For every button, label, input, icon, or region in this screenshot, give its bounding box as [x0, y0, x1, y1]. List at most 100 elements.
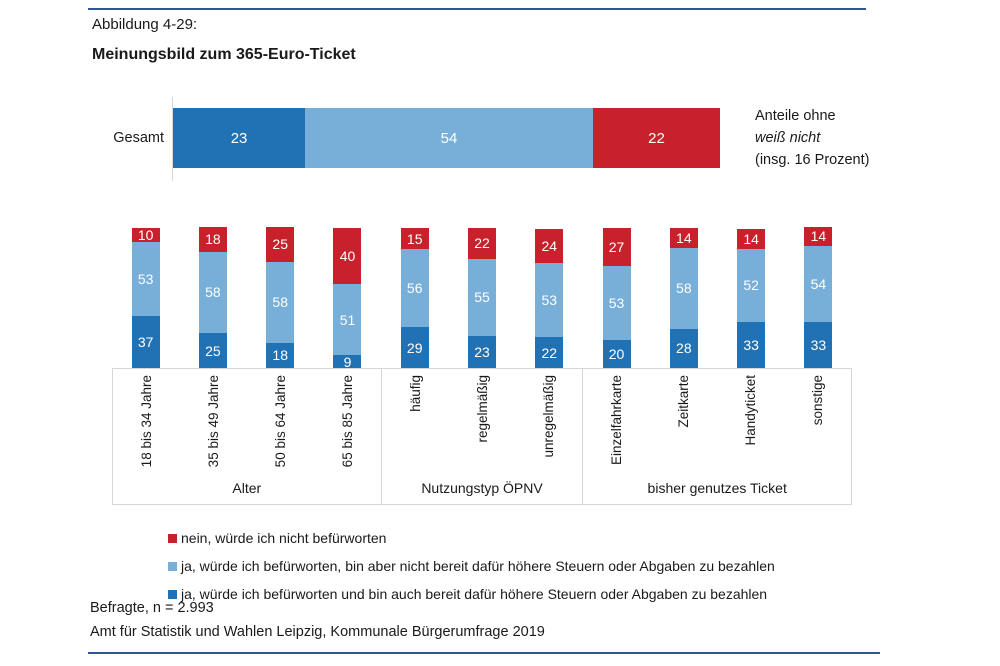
category-label-cell: 35 bis 49 Jahre — [180, 375, 247, 467]
stacked-bar: 15 56 29 — [400, 228, 429, 368]
bar-cell: 10 53 37 — [112, 223, 179, 368]
gesamt-annotation: Anteile ohne weiß nicht (insg. 16 Prozent) — [755, 105, 869, 171]
bar-segment-approve_not_pay: 51 — [333, 284, 362, 356]
bar-segment-reject: 40 — [333, 228, 362, 285]
bar-group-3: 27 53 20 14 58 28 14 52 33 14 54 33 — [583, 223, 852, 368]
bar-segment-reject: 14 — [669, 228, 698, 248]
chart-title: Meinungsbild zum 365-Euro-Ticket — [92, 46, 356, 63]
bar-segment-approve_and_pay: 18 — [266, 342, 295, 368]
gesamt-segment-reject: 22 — [592, 108, 721, 168]
bar-segment-approve_not_pay: 56 — [400, 249, 429, 328]
label-group-1: 18 bis 34 Jahre 35 bis 49 Jahre 50 bis 64 … — [113, 369, 381, 504]
bar-segment-reject: 27 — [602, 228, 631, 266]
bar-segment-approve_and_pay: 33 — [737, 321, 766, 368]
category-label-row: Einzelfahrkarte Zeitkarte Handyticket sonst… — [583, 369, 851, 478]
bar-cell: 14 54 33 — [785, 223, 852, 368]
category-label: Handyticket — [743, 375, 759, 446]
stacked-bar: 22 55 23 — [467, 228, 496, 368]
category-label: Einzelfahrkarte — [609, 375, 625, 466]
category-label-cell: Einzelfahrkarte — [583, 375, 650, 465]
gesamt-annotation-line: (insg. 16 Prozent) — [755, 152, 870, 168]
bar-segment-approve_not_pay: 53 — [602, 265, 631, 340]
category-label: häufig — [407, 375, 423, 412]
bar-segment-approve_not_pay: 53 — [131, 242, 160, 317]
bar-segment-approve_and_pay: 25 — [198, 333, 227, 368]
category-label: unregelmäßig — [541, 375, 557, 458]
category-label-cell: Zeitkarte — [650, 375, 717, 428]
bar-cell: 18 58 25 — [179, 223, 246, 368]
bar-segment-reject: 14 — [737, 229, 766, 250]
bottom-divider-rule — [88, 652, 880, 654]
bar-segment-reject: 24 — [535, 229, 564, 264]
bar-segment-approve_not_pay: 58 — [198, 251, 227, 333]
bar-segment-reject: 22 — [467, 228, 496, 259]
bar-cell: 14 52 33 — [717, 223, 784, 368]
bar-cell: 14 58 28 — [650, 223, 717, 368]
stacked-bar: 25 58 18 — [266, 226, 295, 368]
category-label-cell: sonstige — [784, 375, 851, 425]
category-label: regelmäßig — [474, 375, 490, 443]
subgroup-bars-plot: 10 53 37 18 58 25 25 58 18 40 51 9 15 56 29 22 55 23 24 53 2… — [112, 223, 852, 368]
gesamt-category-label: Gesamt — [113, 130, 164, 146]
bar-segment-reject: 10 — [131, 228, 160, 243]
bar-segment-approve_and_pay: 23 — [467, 335, 496, 368]
group-title: bisher genutzes Ticket — [647, 480, 787, 496]
bar-segment-approve_not_pay: 52 — [737, 249, 766, 322]
gesamt-annotation-line: Anteile ohne — [755, 108, 836, 124]
legend-item: nein, würde ich nicht befürworten — [168, 524, 775, 552]
group-title: Alter — [232, 480, 262, 496]
gesamt-segment-approve_and_pay: 23 — [173, 108, 306, 168]
bar-segment-approve_and_pay: 29 — [400, 327, 429, 368]
bar-segment-reject: 14 — [804, 226, 833, 247]
legend-swatch-approve_not_pay — [168, 561, 177, 571]
bar-cell: 27 53 20 — [583, 223, 650, 368]
bar-segment-approve_not_pay: 58 — [266, 261, 295, 343]
legend-label: nein, würde ich nicht befürworten — [181, 530, 387, 546]
legend-item: ja, würde ich befürworten und bin auch b… — [168, 580, 775, 608]
sample-size-note: Befragte, n = 2.993 — [90, 600, 214, 616]
bar-segment-reject: 18 — [198, 226, 227, 252]
bar-segment-approve_not_pay: 54 — [804, 246, 833, 322]
top-divider-rule — [88, 8, 866, 10]
category-axis-box: 18 bis 34 Jahre 35 bis 49 Jahre 50 bis 64 … — [112, 368, 852, 505]
stacked-bar: 24 53 22 — [535, 229, 564, 368]
category-label: 65 bis 85 Jahre — [339, 375, 355, 468]
category-label-row: 18 bis 34 Jahre 35 bis 49 Jahre 50 bis 64 … — [113, 369, 381, 478]
stacked-bar: 10 53 37 — [131, 228, 160, 368]
bar-group-2: 15 56 29 22 55 23 24 53 22 — [381, 223, 583, 368]
stacked-bar: 18 58 25 — [198, 226, 227, 368]
bar-segment-reject: 15 — [400, 228, 429, 250]
category-label: 18 bis 34 Jahre — [138, 375, 154, 468]
stacked-bar: 14 52 33 — [737, 229, 766, 368]
gesamt-annotation-line: weiß nicht — [755, 130, 821, 146]
category-label-cell: regelmäßig — [449, 375, 516, 443]
legend-swatch-reject — [168, 533, 177, 543]
category-label: sonstige — [810, 375, 826, 426]
bar-group-1: 10 53 37 18 58 25 25 58 18 40 51 9 — [112, 223, 381, 368]
group-title: Nutzungstyp ÖPNV — [421, 480, 543, 496]
bar-cell: 15 56 29 — [381, 223, 448, 368]
category-label: 50 bis 64 Jahre — [272, 375, 288, 468]
bar-segment-approve_not_pay: 53 — [535, 263, 564, 338]
bar-segment-approve_and_pay: 9 — [333, 355, 362, 368]
bar-segment-approve_not_pay: 58 — [669, 247, 698, 329]
category-label-cell: unregelmäßig — [515, 375, 582, 458]
category-label-row: häufig regelmäßig unregelmäßig — [382, 369, 583, 478]
bar-segment-approve_and_pay: 28 — [669, 328, 698, 368]
gesamt-segment-approve_not_pay: 54 — [305, 108, 593, 168]
bar-segment-approve_and_pay: 20 — [602, 340, 631, 368]
bar-segment-approve_and_pay: 37 — [131, 316, 160, 368]
label-group-3: Einzelfahrkarte Zeitkarte Handyticket sonst… — [582, 369, 851, 504]
label-group-2: häufig regelmäßig unregelmäßig Nutzungstyp … — [380, 369, 583, 504]
bar-segment-approve_and_pay: 33 — [804, 321, 833, 368]
bar-cell: 24 53 22 — [516, 223, 583, 368]
bar-cell: 40 51 9 — [314, 223, 381, 368]
legend: nein, würde ich nicht befürworten ja, wür… — [168, 524, 775, 608]
category-label-cell: häufig — [382, 375, 449, 412]
gesamt-axis-line — [172, 97, 173, 181]
stacked-bar: 27 53 20 — [602, 228, 631, 368]
bar-segment-reject: 25 — [266, 226, 295, 262]
gesamt-stacked-bar: 23 54 22 — [173, 108, 721, 168]
legend-item: ja, würde ich befürworten, bin aber nich… — [168, 552, 775, 580]
